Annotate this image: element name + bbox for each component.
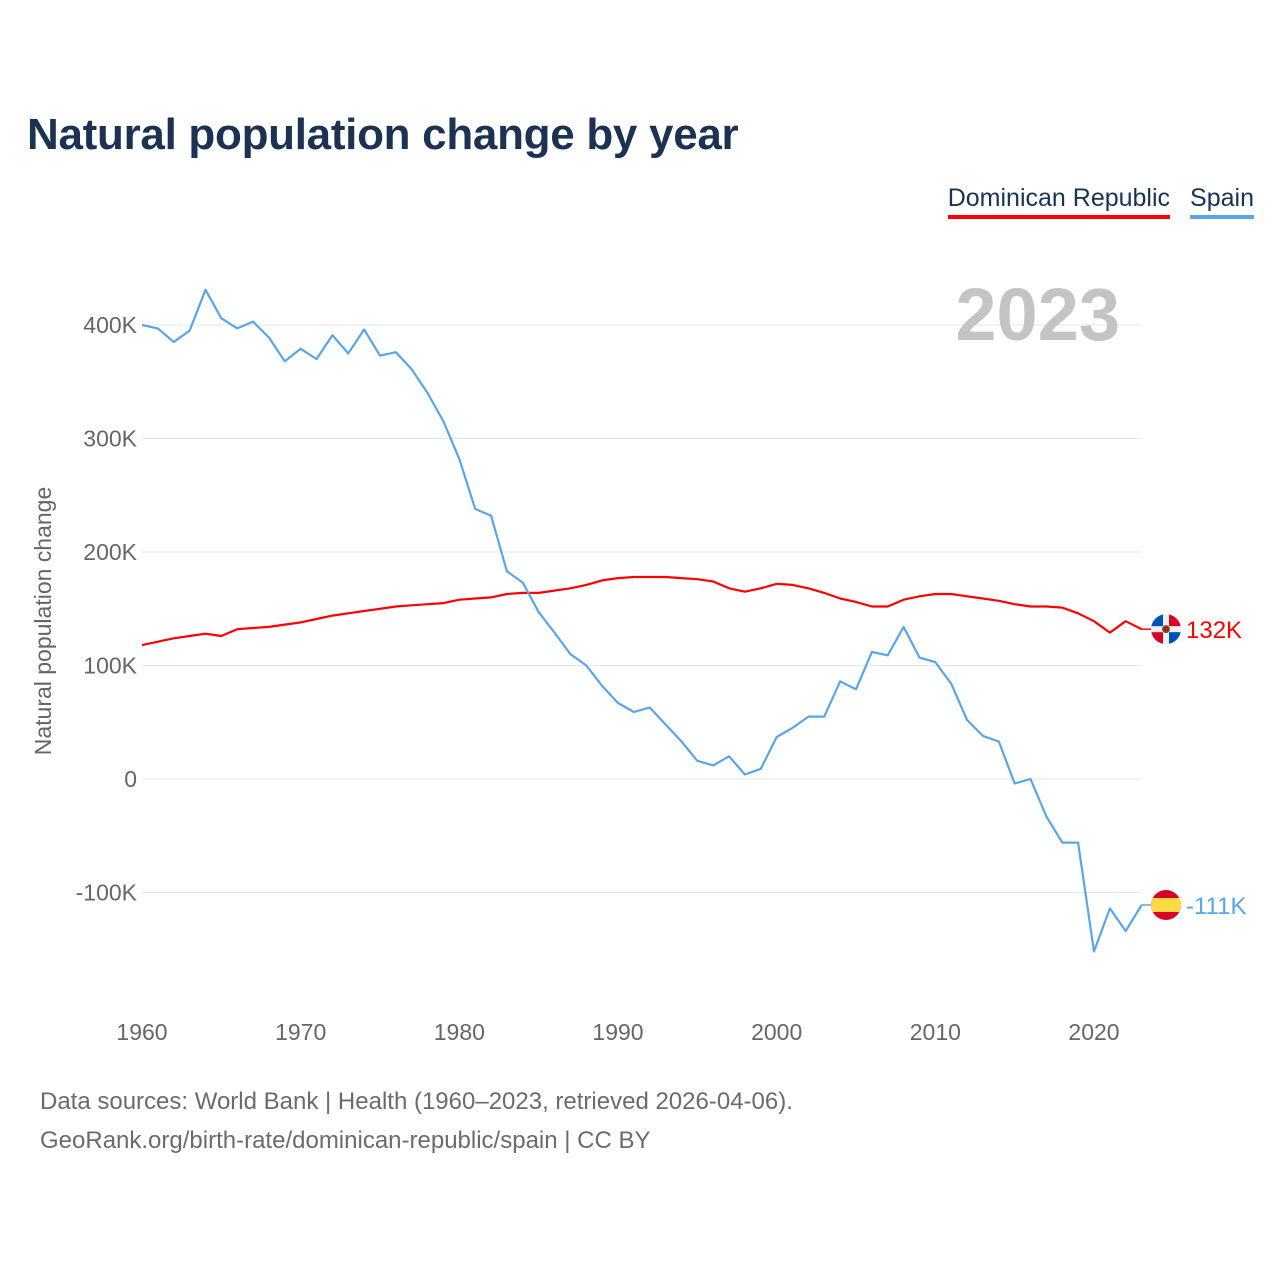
x-tick-label: 2020: [1068, 1019, 1119, 1045]
y-axis-title: Natural population change: [30, 487, 56, 756]
series-line-dominican-republic[interactable]: [141, 575, 1143, 647]
y-tick-label: 200K: [83, 539, 137, 565]
y-tick-label: 400K: [83, 312, 137, 338]
footer-sources: Data sources: World Bank | Health (1960–…: [40, 1088, 793, 1115]
x-tick-label: 2010: [910, 1019, 961, 1045]
x-tick-label: 1990: [592, 1019, 643, 1045]
dominican-republic-flag-icon: [1151, 614, 1181, 645]
chart-title: Natural population change by year: [27, 110, 739, 159]
y-tick-label: 0: [124, 766, 137, 792]
legend: Dominican Republic Spain: [947, 184, 1254, 219]
y-tick-label: 300K: [83, 426, 137, 452]
spain-flag-icon: [1151, 889, 1181, 920]
series-line-spain[interactable]: [141, 288, 1143, 953]
x-tick-label: 1960: [116, 1019, 167, 1045]
y-tick-label: -100K: [76, 880, 138, 906]
x-tick-label: 1970: [275, 1019, 326, 1045]
end-value-label: -111K: [1186, 893, 1246, 920]
year-watermark: 2023: [955, 273, 1120, 356]
end-value-label: 132K: [1186, 617, 1242, 644]
legend-item-spain[interactable]: Spain: [1190, 184, 1254, 219]
x-tick-label: 1980: [434, 1019, 485, 1045]
x-tick-label: 2000: [751, 1019, 802, 1045]
footer-link[interactable]: GeoRank.org/birth-rate/dominican-republi…: [40, 1127, 651, 1154]
legend-item-dominican-republic[interactable]: Dominican Republic: [947, 184, 1171, 219]
y-tick-label: 100K: [83, 653, 137, 679]
